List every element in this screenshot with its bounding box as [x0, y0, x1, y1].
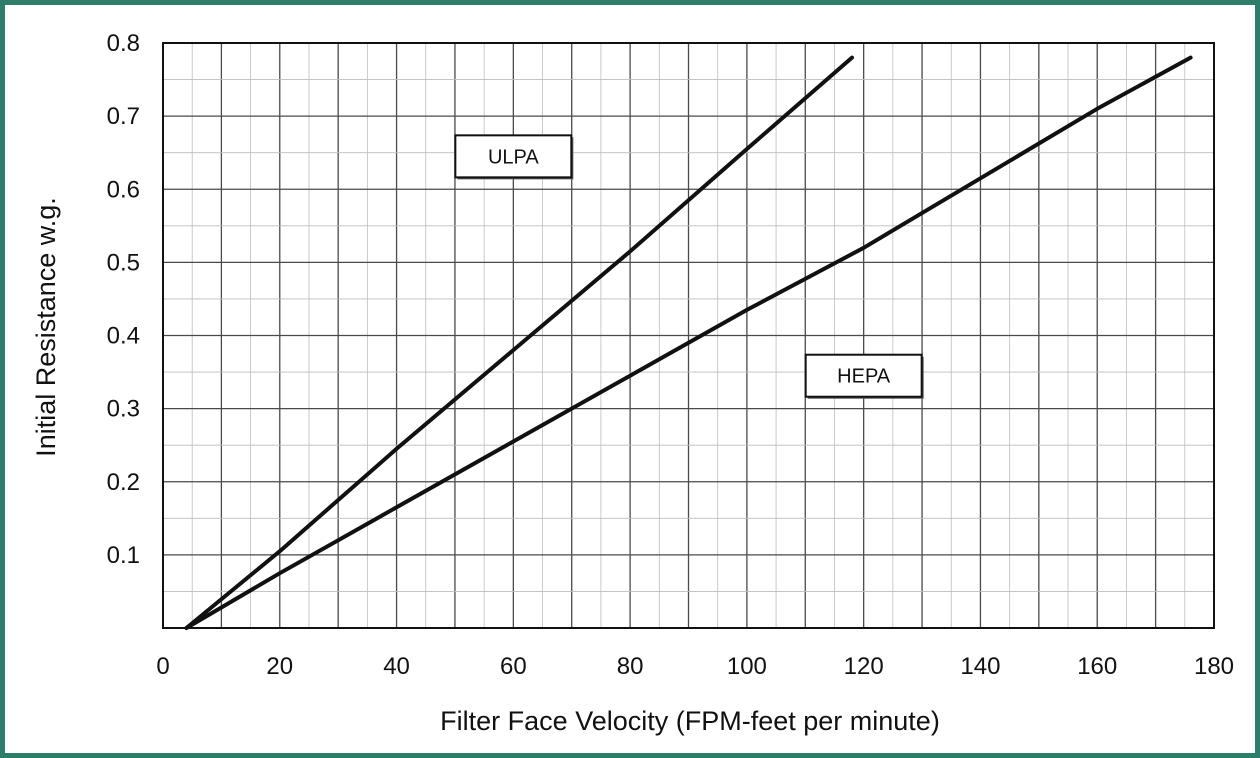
x-tick-label: 160 [1077, 653, 1117, 680]
x-tick-label: 100 [727, 653, 767, 680]
y-tick-label: 0.3 [107, 396, 140, 423]
x-tick-label: 120 [844, 653, 884, 680]
y-tick-label: 0.4 [107, 323, 140, 350]
x-tick-label: 20 [266, 653, 293, 680]
annotation-box [804, 353, 923, 398]
x-tick-label: 80 [617, 653, 644, 680]
x-tick-label: 40 [383, 653, 410, 680]
x-tick-label: 0 [156, 653, 169, 680]
series-line-ulpa [184, 55, 854, 630]
y-tick-label: 0.5 [107, 249, 140, 276]
y-tick-label: 0.6 [107, 176, 140, 203]
x-tick-label: 140 [960, 653, 1000, 680]
annotation-box [454, 134, 573, 179]
x-axis-label: Filter Face Velocity (FPM-feet per minut… [440, 706, 940, 736]
y-tick-label: 0.8 [107, 30, 140, 57]
annotation-label: ULPA [488, 146, 539, 168]
x-tick-label: 60 [500, 653, 527, 680]
x-tick-label: 180 [1194, 653, 1234, 680]
annotation-label: HEPA [837, 366, 891, 388]
annotations-group: ULPA HEPA [454, 134, 924, 399]
series-line-hepa [184, 55, 1193, 630]
y-tick-label: 0.2 [107, 469, 140, 496]
plot-border [162, 42, 1215, 629]
annotation-ulpa: ULPA [454, 134, 574, 180]
y-tick-labels: 0.1 0.2 0.3 0.4 0.5 0.6 0.7 0.8 [107, 30, 140, 569]
series-group [184, 55, 1193, 630]
plot-area-border [162, 42, 1215, 629]
x-tick-labels: 0 20 40 60 80 100 120 140 160 180 [156, 653, 1234, 680]
y-axis-label: Initial Resistance w.g. [31, 197, 61, 457]
annotation-hepa: HEPA [804, 353, 924, 399]
grid [163, 43, 1214, 628]
y-tick-label: 0.1 [107, 542, 140, 569]
y-tick-label: 0.7 [107, 103, 140, 130]
